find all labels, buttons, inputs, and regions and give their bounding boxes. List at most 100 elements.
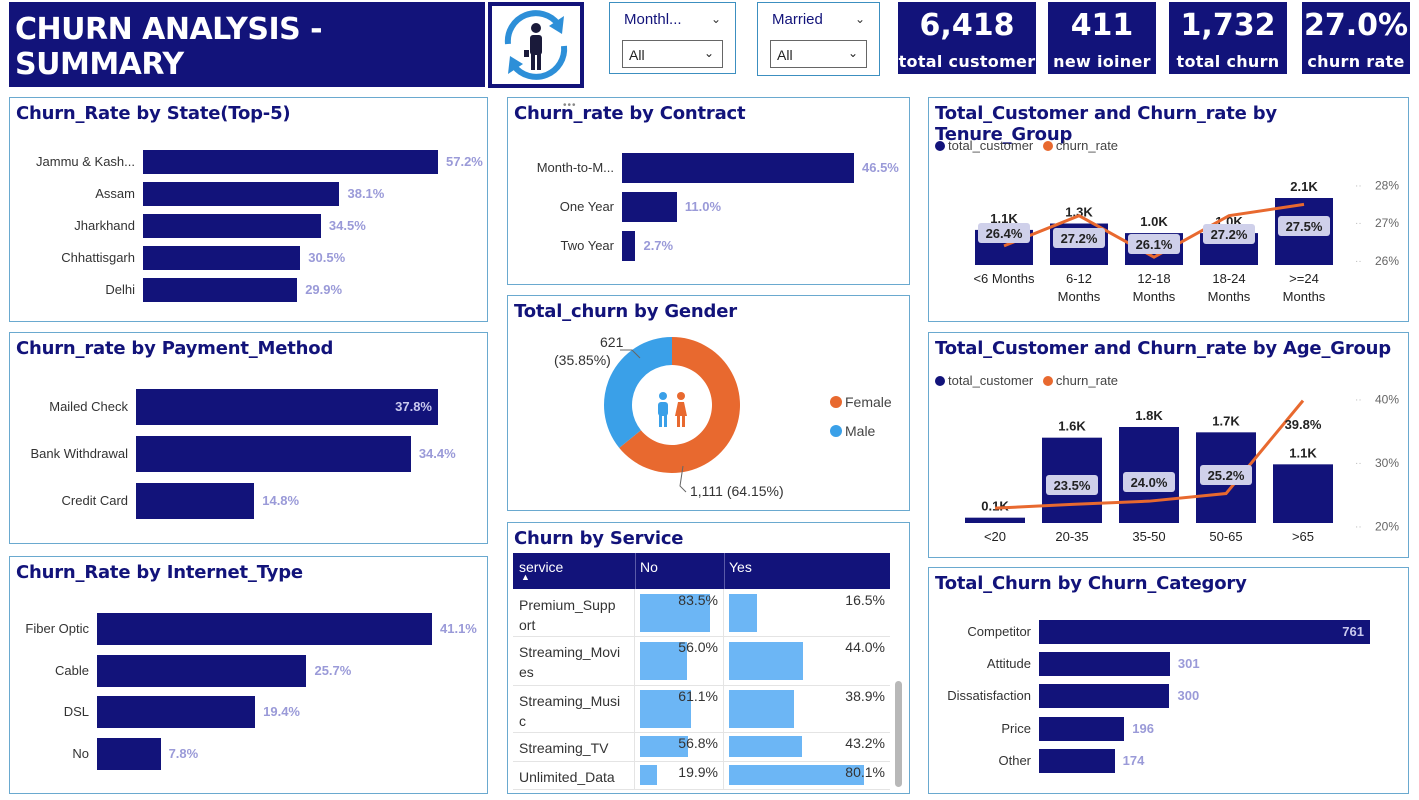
service-name-cell: Streaming_TV [519,740,609,756]
bar[interactable] [97,737,161,770]
y2-tick-label: 27% [1375,216,1399,230]
panel-churn-rate-by-internet-type[interactable]: Churn_Rate by Internet_Type Fiber Optic 4… [9,556,488,794]
yes-value-cell: 80.1% [845,764,885,780]
bar[interactable] [136,483,255,519]
bar-category-label: Two Year [560,238,615,253]
bar-category-label: No [72,745,89,761]
bar[interactable] [143,246,301,270]
donut-slice-female [619,337,740,473]
bar[interactable] [1039,652,1170,677]
bar[interactable] [97,696,256,728]
bar-data-label: 2.1K [1290,179,1318,194]
chevron-down-icon[interactable]: ⌄ [703,46,714,60]
panel-churn-rate-by-state[interactable]: Churn_Rate by State(Top-5) Jammu & Kash.… [9,97,488,322]
slicer-married[interactable]: Married ⌄ All ⌄ [757,2,880,76]
bar[interactable] [622,153,854,183]
slicer-married-dropdown[interactable]: All ⌄ [770,40,867,68]
gridline-stub: ·· [1355,218,1362,229]
slicer-married-value: All [777,47,793,63]
bar[interactable] [622,192,677,222]
bar[interactable] [1039,620,1370,644]
bar[interactable] [97,654,307,687]
column-header-service[interactable]: service [519,559,564,575]
kpi-label: new ioiner [1053,52,1151,71]
legend-female-label: Female [845,394,892,410]
donut-slice-male [604,337,672,448]
panel-title: Total_Customer and Churn_rate by Tenure_… [935,103,1277,145]
gridline-stub: ·· [1355,522,1362,533]
bar[interactable] [143,150,438,174]
sort-ascending-icon[interactable]: ▲ [521,572,530,582]
panel-total-churn-by-category[interactable]: Total_Churn by Churn_Category Competitor… [928,567,1409,794]
line-data-label: 27.5% [1286,219,1323,234]
bar[interactable] [1039,748,1115,773]
bar-data-label: 41.1% [440,621,477,636]
no-data-bar [640,736,688,757]
legend-male-dot [830,425,842,437]
line-data-label: 27.2% [1211,227,1248,242]
bar[interactable] [136,389,438,425]
bar-data-label: 25.7% [314,662,352,678]
bar [1273,464,1333,523]
x-tick-label: Months [1283,289,1326,304]
bar-data-label: 34.5% [328,218,366,233]
bar-category-label: Dissatisfaction [947,688,1031,704]
line-data-label-bg [1053,228,1105,248]
no-data-bar [640,689,692,728]
slicer-monthly-dropdown[interactable]: All ⌄ [622,40,723,68]
x-tick-label: <6 Months [973,271,1035,286]
column-divider [723,589,724,789]
panel-total-churn-by-gender[interactable]: Total_churn by Gender 621 (35.85%) 1,111… [507,295,910,511]
kpi-value: 411 [1070,8,1134,43]
kpi-label: total churn [1176,52,1280,71]
x-tick-label: 6-12 [1066,271,1092,286]
kpi-value: 27.0% [1303,8,1409,43]
bar[interactable] [1039,684,1170,709]
bar-data-label: 46.5% [862,160,899,175]
panel-churn-rate-by-contract[interactable]: Churn_rate by Contract ••• Month-to-M...… [507,97,910,285]
chevron-down-icon[interactable]: ⌄ [854,12,865,26]
panel-title: Churn by Service [514,528,684,549]
legend-female-dot [830,396,842,408]
yes-value-cell: 38.9% [845,688,885,704]
bar-category-label: Month-to-M... [536,160,614,175]
bar[interactable] [136,436,411,472]
bar-data-label: 30.5% [308,250,346,265]
bar-data-label: 34.4% [418,446,456,461]
bar[interactable] [143,278,298,302]
line-data-label: 39.8% [1285,417,1322,432]
column-header-no[interactable]: No [640,559,658,575]
bar[interactable] [143,182,340,206]
column-header-yes[interactable]: Yes [729,559,752,575]
bar[interactable] [143,214,321,238]
y2-tick-label: 26% [1375,254,1399,268]
yes-data-bar [729,593,757,632]
panel-churn-rate-by-payment-method[interactable]: Churn_rate by Payment_Method Mailed Chec… [9,332,488,544]
bar-category-label: Chhattisgarh [61,250,135,265]
bar-category-label: Fiber Optic [25,621,89,636]
kpi-value: 6,418 [919,8,1015,43]
panel-churn-by-service[interactable]: Churn by Service service ▲ No Yes Premiu… [507,522,910,794]
line-data-label-bg [1200,465,1252,485]
more-options-icon[interactable]: ••• [563,100,577,111]
table-scrollbar[interactable] [895,681,902,787]
row-divider [513,732,890,733]
no-data-bar [640,765,657,785]
bar[interactable] [622,231,636,261]
panel-customer-churn-by-tenure[interactable]: Total_Customer and Churn_rate by Tenure_… [928,97,1409,322]
chevron-down-icon[interactable]: ⌄ [847,46,858,60]
chevron-down-icon[interactable]: ⌄ [710,12,721,26]
panel-title: Total_Churn by Churn_Category [935,573,1247,594]
bar-data-label: 1.1K [1289,445,1317,460]
bar[interactable] [1039,716,1125,741]
no-data-bar [640,641,688,680]
bar-data-label: 196 [1132,720,1154,736]
bar-data-label: 1.7K [1212,413,1240,428]
slicer-monthly[interactable]: Monthl... ⌄ All ⌄ [609,2,736,74]
legend-dot-churn-rate [1042,376,1053,386]
panel-customer-churn-by-age[interactable]: Total_Customer and Churn_rate by Age_Gro… [928,332,1409,558]
bar-data-label: 1.8K [1135,408,1163,423]
bar-data-label: 38.1% [347,186,385,201]
line-data-label: 24.0% [1131,475,1168,490]
bar[interactable] [97,613,432,645]
